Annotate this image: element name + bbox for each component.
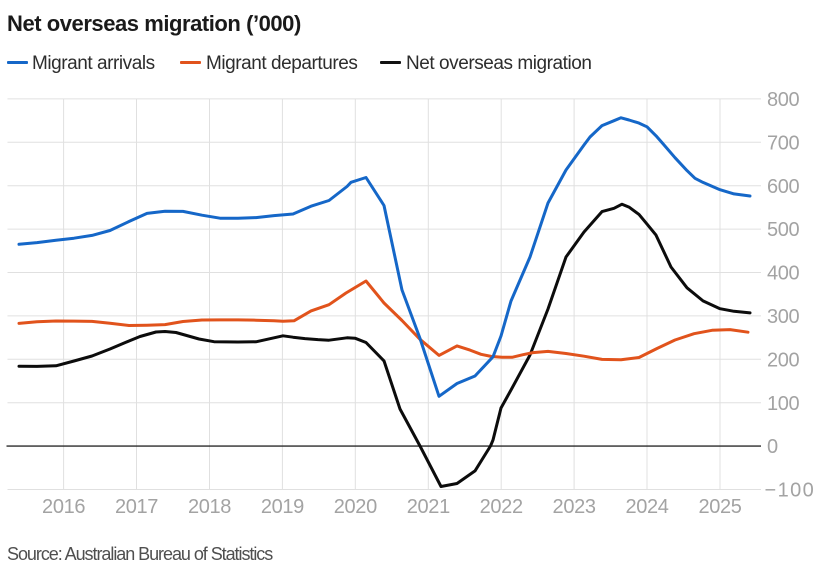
svg-text:2019: 2019 — [261, 496, 304, 518]
svg-text:2020: 2020 — [334, 496, 377, 518]
svg-text:2023: 2023 — [553, 496, 596, 518]
svg-text:2022: 2022 — [480, 496, 523, 518]
svg-text:−100: −100 — [765, 480, 816, 502]
svg-text:2018: 2018 — [188, 496, 231, 518]
svg-text:2024: 2024 — [625, 496, 668, 518]
svg-text:0: 0 — [767, 436, 778, 458]
svg-text:800: 800 — [767, 89, 800, 111]
svg-text:2017: 2017 — [115, 496, 158, 518]
svg-text:2021: 2021 — [407, 496, 450, 518]
svg-text:400: 400 — [767, 263, 800, 285]
svg-text:700: 700 — [767, 132, 800, 154]
svg-text:600: 600 — [767, 176, 800, 198]
svg-text:2016: 2016 — [42, 496, 85, 518]
svg-text:200: 200 — [767, 349, 800, 371]
svg-text:500: 500 — [767, 219, 800, 241]
svg-text:300: 300 — [767, 306, 800, 328]
svg-text:100: 100 — [767, 393, 800, 415]
svg-text:2025: 2025 — [698, 496, 741, 518]
